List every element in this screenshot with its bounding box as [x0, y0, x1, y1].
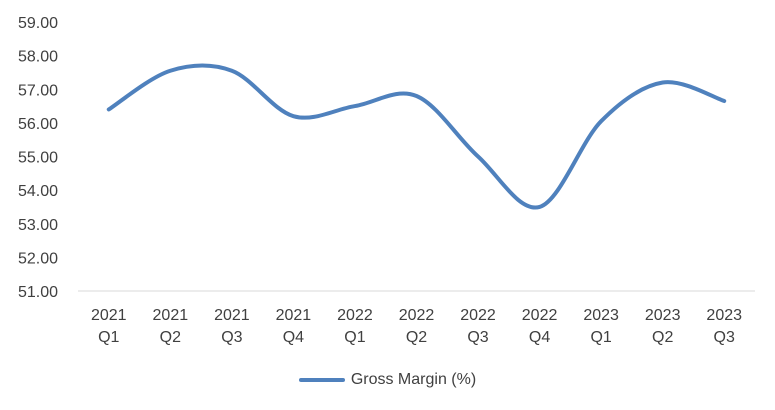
x-tick-label: 2022	[399, 307, 435, 324]
x-tick-label: Q4	[283, 329, 304, 346]
x-tick-label: Q1	[344, 329, 365, 346]
x-tick-label: 2021	[276, 307, 312, 324]
y-tick-label: 54.00	[18, 183, 58, 200]
x-tick-label: 2023	[645, 307, 681, 324]
x-tick-label: Q1	[98, 329, 119, 346]
x-tick-label: Q1	[590, 329, 611, 346]
y-tick-label: 56.00	[18, 116, 58, 133]
x-tick-label: Q2	[406, 329, 427, 346]
x-tick-label: Q2	[652, 329, 673, 346]
y-tick-label: 53.00	[18, 217, 58, 234]
legend-swatch	[298, 378, 345, 382]
y-tick-label: 52.00	[18, 250, 58, 267]
legend-label: Gross Margin (%)	[350, 371, 477, 388]
y-axis-ticks: 51.00 52.00 53.00 54.00 55.00 56.00 57.00 58.00…	[18, 15, 58, 301]
x-tick-label: Q3	[467, 329, 488, 346]
y-tick-label: 58.00	[18, 49, 58, 66]
x-tick-label: 2022	[337, 307, 373, 324]
x-tick-label: Q3	[221, 329, 242, 346]
x-tick-label: 2021	[214, 307, 250, 324]
series-line-gross-margin	[106, 63, 727, 210]
legend: Gross Margin (%)	[0, 368, 775, 392]
x-tick-label: 2021	[91, 307, 127, 324]
x-tick-label: Q2	[160, 329, 181, 346]
x-tick-label: 2022	[522, 307, 558, 324]
x-tick-label: 2023	[706, 307, 742, 324]
x-axis-ticks: 2021 Q1 2021 Q2 2021 Q3 2021 Q4 2022 Q1 2022 Q2 2022…	[91, 307, 742, 346]
y-tick-label: 55.00	[18, 150, 58, 167]
x-tick-label: Q4	[529, 329, 550, 346]
x-tick-label: 2022	[460, 307, 496, 324]
x-tick-label: Q3	[714, 329, 735, 346]
y-tick-label: 57.00	[18, 82, 58, 99]
x-tick-label: 2023	[583, 307, 619, 324]
x-tick-label: 2021	[153, 307, 189, 324]
y-tick-label: 51.00	[18, 284, 58, 301]
y-tick-label: 59.00	[18, 15, 58, 32]
